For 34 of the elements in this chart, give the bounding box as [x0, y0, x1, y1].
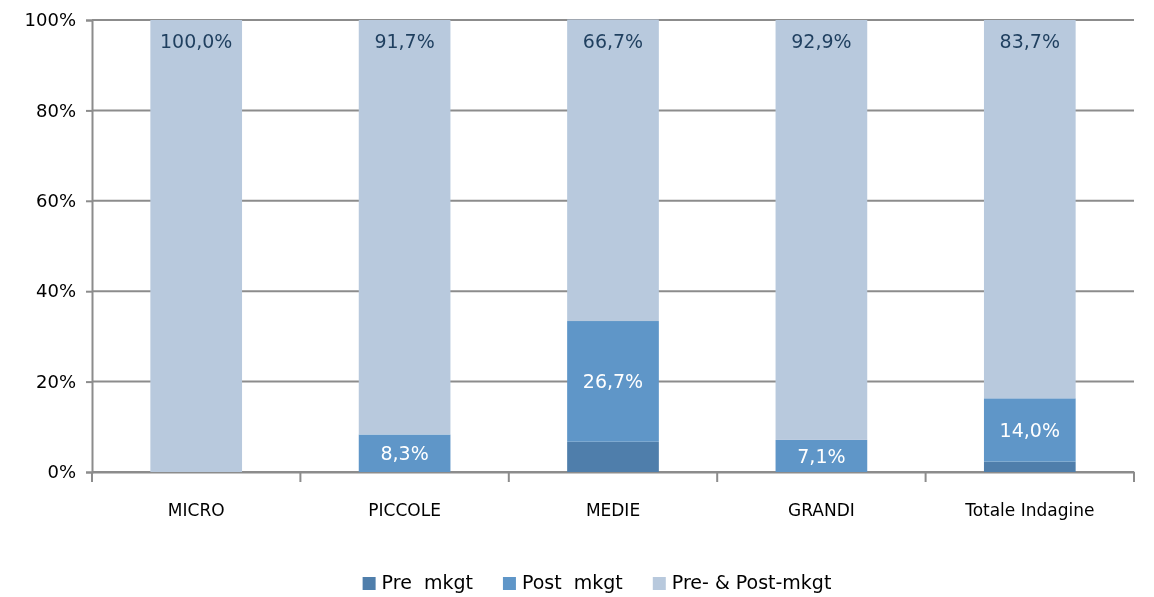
legend-label: Post mkgt	[521, 571, 623, 593]
y-tick-label: 60%	[35, 190, 76, 212]
bar	[983, 398, 1076, 462]
y-tick-label: 20%	[35, 370, 76, 392]
x-tick-label: PICCOLE	[368, 500, 441, 521]
y-tick-label: 80%	[35, 99, 76, 121]
data-label: 14,0%	[999, 418, 1060, 441]
legend-label: Pre- & Post-mkgt	[671, 571, 832, 593]
data-label: 91,7%	[374, 30, 435, 52]
x-tick-label: GRANDI	[788, 500, 855, 521]
bar	[983, 20, 1076, 399]
legend-label: Pre mkgt	[381, 571, 473, 593]
bar	[358, 434, 451, 472]
bar	[150, 20, 243, 472]
bar	[775, 439, 868, 472]
bar	[567, 321, 659, 442]
y-tick-label: 100%	[24, 9, 76, 31]
y-tick-label: 40%	[35, 280, 76, 302]
x-tick-label: MEDIE	[585, 500, 641, 521]
data-label: 92,9%	[791, 30, 852, 52]
bar	[983, 461, 1076, 472]
bar	[567, 441, 659, 472]
data-label: 66,7%	[582, 29, 644, 52]
bar	[567, 19, 659, 322]
data-label: 100,0%	[159, 30, 233, 52]
y-tick-label: 0%	[47, 461, 76, 483]
data-label: 83,7%	[999, 30, 1060, 52]
data-label: 8,3%	[380, 442, 429, 465]
data-label: 26,7%	[582, 370, 644, 393]
bar	[358, 20, 451, 435]
x-tick-label: MICRO	[167, 500, 225, 521]
x-tick-label: Totale Indagine	[964, 500, 1095, 521]
data-label: 7,1%	[797, 444, 846, 467]
bar	[775, 20, 868, 440]
